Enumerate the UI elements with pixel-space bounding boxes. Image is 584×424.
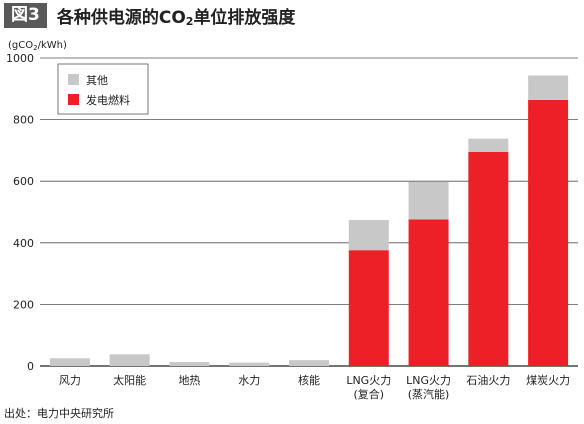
x-tick-label: 煤炭火力 [526, 374, 570, 387]
bar-fuel [408, 219, 449, 366]
bar-other [109, 354, 150, 366]
y-tick-label: 600 [13, 175, 34, 188]
legend-label-other: 其他 [86, 74, 108, 87]
bar-other [49, 358, 90, 366]
x-tick-label: 核能 [298, 373, 320, 387]
figure-label: 図3 [4, 2, 47, 28]
figure-header: 図3 各种供电源的CO2单位排放强度 [4, 2, 295, 28]
y-tick-label: 1000 [6, 52, 34, 65]
x-tick-label: 石油火力 [466, 373, 510, 387]
legend-swatch-other [68, 74, 79, 85]
figure-title-tail: 单位排放强度 [193, 7, 296, 28]
legend-label-fuel: 发电燃料 [86, 93, 130, 107]
x-tick-label: 水力 [238, 374, 260, 387]
source-note: 出处：电力中央研究所 [4, 407, 114, 420]
x-tick-label: 太阳能 [113, 373, 146, 387]
x-tick-label: (复合) [353, 387, 384, 401]
bar-other [468, 138, 509, 152]
bar-other [408, 181, 449, 220]
legend-box [57, 63, 149, 115]
bar-fuel [468, 151, 509, 366]
y-tick-label: 800 [13, 114, 34, 127]
bar-fuel [348, 250, 389, 366]
figure-title-subscript: 2 [185, 14, 194, 28]
x-tick-label: LNG火力 [346, 374, 391, 387]
bar-other [528, 75, 569, 100]
x-tick-label: 地热 [178, 374, 200, 387]
x-tick-label: LNG火力 [406, 374, 451, 387]
figure-title-main: 各种供电源的CO [56, 7, 186, 28]
bar-other [229, 362, 270, 366]
bar-other [348, 220, 389, 251]
y-tick-label: 0 [27, 360, 34, 373]
bar-other [289, 360, 329, 366]
legend-swatch-fuel [68, 94, 79, 105]
x-tick-label: 风力 [59, 374, 81, 387]
y-axis-unit-label: (gCO2/kWh) [8, 40, 67, 52]
y-tick-label: 200 [13, 298, 34, 311]
bar-fuel [528, 99, 569, 366]
figure-title: 各种供电源的CO2单位排放强度 [57, 3, 296, 28]
y-tick-label: 400 [13, 237, 34, 250]
x-tick-label: (蒸汽能) [408, 387, 450, 401]
bar-other [169, 361, 210, 366]
